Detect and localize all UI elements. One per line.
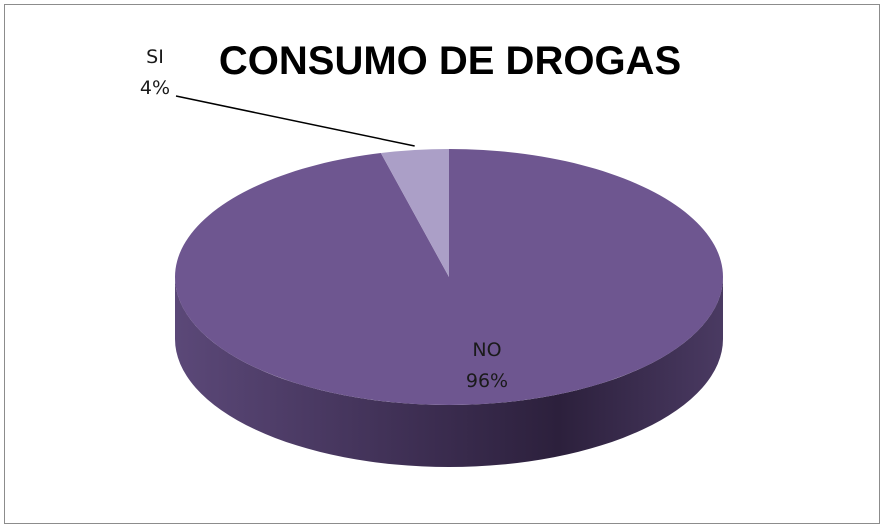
slice-si-percent-label: 4% — [140, 77, 170, 99]
pie-group — [175, 149, 724, 467]
slice-si-category-label: SI — [146, 46, 164, 68]
slice-no-percent-label: 96% — [466, 370, 508, 392]
chart-title: CONSUMO DE DROGAS — [219, 39, 681, 83]
pie-side-wall — [175, 277, 723, 467]
slice-no-category-label: NO — [472, 339, 501, 361]
pie-slice-no — [175, 149, 724, 405]
slice-si-leader-line — [175, 95, 415, 147]
pie-slice-si — [380, 149, 449, 277]
